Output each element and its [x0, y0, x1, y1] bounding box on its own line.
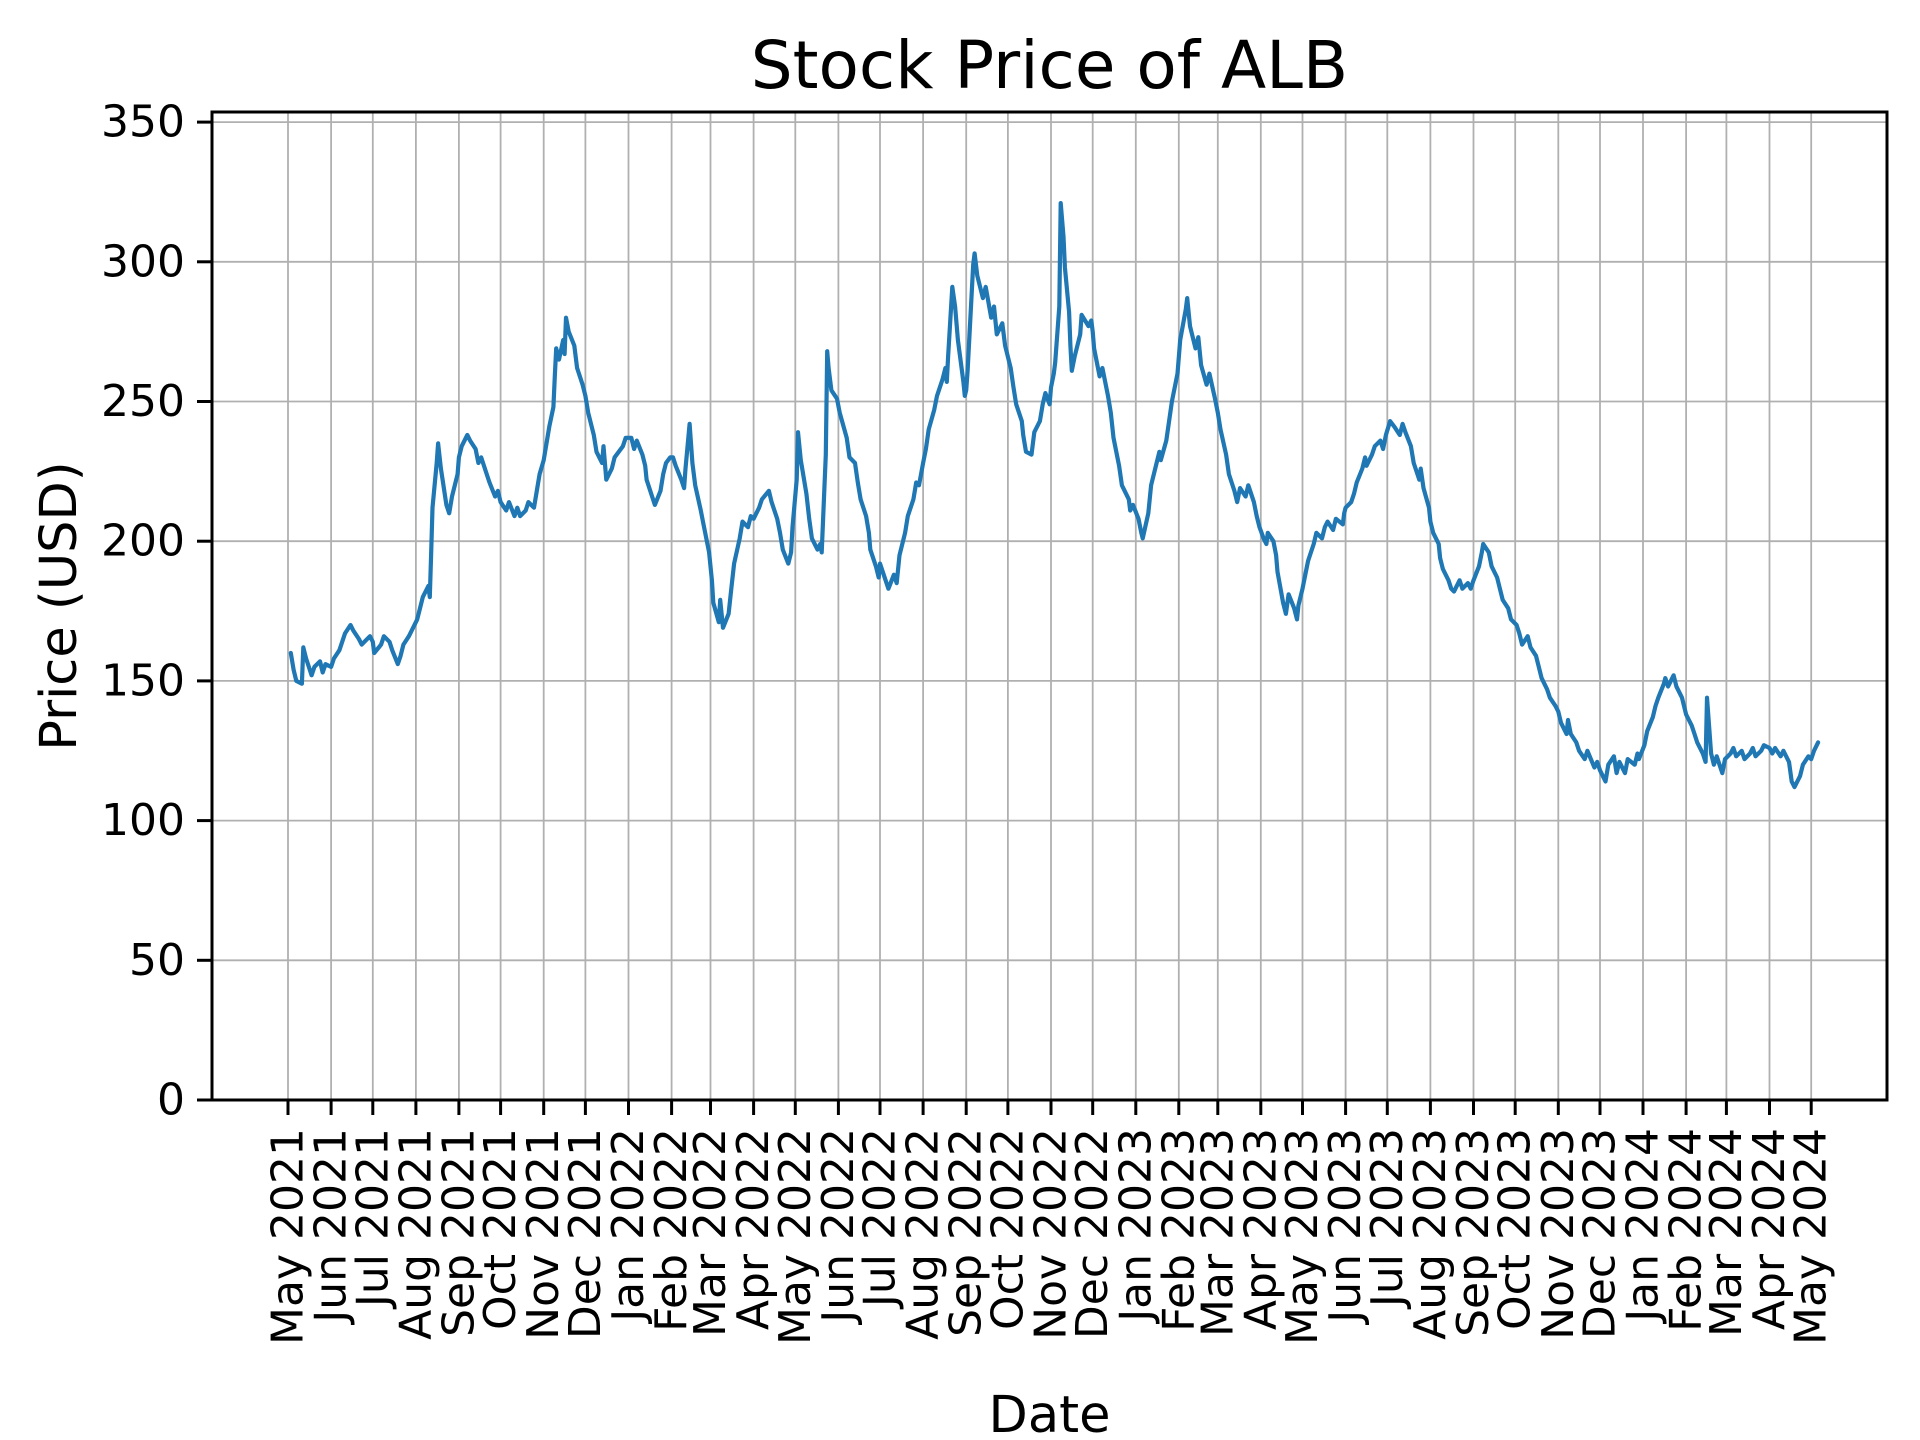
- x-tick-label: May 2023: [1277, 1128, 1328, 1345]
- x-tick-label: Nov 2021: [518, 1128, 569, 1340]
- y-tick-label: 200: [101, 516, 185, 567]
- x-tick-label: Oct 2021: [475, 1128, 526, 1330]
- x-tick-label: Jan 2022: [603, 1128, 654, 1325]
- x-tick-label: Aug 2021: [390, 1128, 441, 1340]
- series-path-ALB: [288, 201, 1821, 790]
- y-tick-label: 300: [101, 236, 185, 287]
- x-tick-label: Nov 2022: [1026, 1128, 1077, 1340]
- x-tick-label: Jun 2022: [813, 1128, 864, 1326]
- x-tick-label: Mar 2023: [1192, 1128, 1243, 1337]
- x-tick-label: Dec 2021: [560, 1128, 611, 1339]
- y-tick-label: 250: [101, 376, 185, 427]
- grid-lines: [212, 112, 1887, 1101]
- x-tick-label: Apr 2023: [1235, 1128, 1286, 1330]
- x-tick-label: Jun 2023: [1320, 1128, 1371, 1326]
- x-tick-label: Jun 2021: [306, 1128, 357, 1326]
- x-tick-label: Sep 2022: [941, 1128, 992, 1337]
- x-tick-label: Nov 2023: [1533, 1128, 1584, 1340]
- axes-spines: [210, 110, 1889, 1102]
- tick-marks: [197, 120, 1813, 1115]
- x-tick-label: Jan 2024: [1618, 1128, 1669, 1325]
- x-tick-label: Feb 2023: [1153, 1128, 1204, 1332]
- x-tick-label: Oct 2023: [1490, 1128, 1541, 1330]
- y-tick-label: 50: [129, 935, 185, 986]
- x-tick-label: Mar 2022: [685, 1128, 736, 1337]
- y-tick-labels: 0 50 100 150 200 250 300 350: [101, 97, 185, 1126]
- plot-border: [210, 110, 1889, 1102]
- x-tick-label: Jul 2022: [855, 1128, 906, 1310]
- x-tick-label: Feb 2024: [1661, 1128, 1712, 1332]
- x-tick-label: Jul 2023: [1362, 1128, 1413, 1310]
- x-tick-label: Aug 2022: [898, 1128, 949, 1340]
- y-tick-label: 0: [157, 1075, 185, 1126]
- x-tick-label: Jan 2023: [1110, 1128, 1161, 1325]
- x-tick-label: Sep 2021: [433, 1128, 484, 1337]
- x-tick-label: Aug 2023: [1405, 1128, 1456, 1340]
- x-tick-label: May 2021: [263, 1128, 314, 1345]
- y-axis-label: Price (USD): [30, 461, 89, 750]
- chart-title: Stock Price of ALB: [751, 27, 1348, 104]
- x-tick-label: Mar 2024: [1701, 1128, 1752, 1337]
- x-tick-label: Dec 2023: [1575, 1128, 1626, 1339]
- x-tick-label: May 2024: [1786, 1128, 1837, 1345]
- y-tick-label: 350: [101, 97, 185, 148]
- x-tick-label: Apr 2024: [1744, 1128, 1795, 1330]
- x-tick-label: Sep 2023: [1448, 1128, 1499, 1337]
- x-axis-label: Date: [989, 1386, 1111, 1440]
- x-tick-label: Oct 2022: [982, 1128, 1033, 1330]
- x-tick-label: Jul 2021: [347, 1128, 398, 1310]
- y-tick-label: 150: [101, 655, 185, 706]
- x-tick-label: Feb 2022: [646, 1128, 697, 1332]
- x-tick-label: Dec 2022: [1067, 1128, 1118, 1339]
- y-tick-label: 100: [101, 795, 185, 846]
- x-tick-label: May 2022: [770, 1128, 821, 1345]
- x-tick-label: Apr 2022: [728, 1128, 779, 1330]
- price-line-series: [288, 201, 1821, 790]
